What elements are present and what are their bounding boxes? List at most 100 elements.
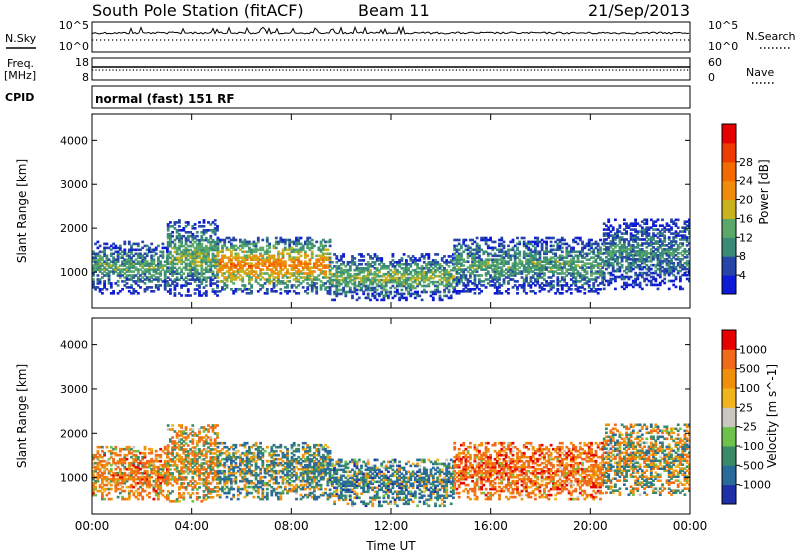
heatmap-cell xyxy=(268,260,271,263)
heatmap-cell xyxy=(136,242,140,246)
heatmap-cell xyxy=(500,266,504,269)
heatmap-cell xyxy=(471,252,474,256)
heatmap-cell xyxy=(195,276,199,279)
heatmap-cell xyxy=(239,244,242,248)
heatmap-cell xyxy=(193,280,197,283)
heatmap-cell xyxy=(252,264,256,267)
heatmap-cell xyxy=(333,274,336,278)
heatmap-cell xyxy=(576,272,580,275)
heatmap-cell xyxy=(599,246,602,250)
heatmap-cell xyxy=(409,292,413,296)
heatmap-cell xyxy=(216,274,219,277)
heatmap-cell xyxy=(161,465,165,469)
heatmap-cell xyxy=(315,278,319,281)
heatmap-cell xyxy=(348,261,352,264)
heatmap-cell xyxy=(342,276,345,280)
heatmap-cell xyxy=(667,250,671,253)
heatmap-cell xyxy=(154,481,158,485)
heatmap-cell xyxy=(605,232,608,235)
heatmap-cell xyxy=(182,254,186,258)
heatmap-cell xyxy=(175,231,179,234)
heatmap-cell xyxy=(344,290,348,294)
heatmap-cell xyxy=(543,252,546,256)
heatmap-cell xyxy=(180,284,183,287)
heatmap-cell xyxy=(134,481,138,485)
heatmap-cell xyxy=(486,246,490,250)
heatmap-cell xyxy=(145,276,149,279)
heatmap-cell xyxy=(141,272,145,275)
heatmap-cell xyxy=(223,272,227,275)
heatmap-cell xyxy=(263,250,267,254)
heatmap-cell xyxy=(436,263,440,266)
heatmap-cell xyxy=(620,258,624,261)
heatmap-cell xyxy=(211,231,215,234)
heatmap-cell xyxy=(223,262,227,265)
heatmap-cell xyxy=(360,282,363,286)
heatmap-cell xyxy=(482,236,486,240)
heatmap-cell xyxy=(663,244,667,247)
heatmap-cell xyxy=(484,250,488,254)
heatmap-cell xyxy=(611,254,615,257)
heatmap-cell xyxy=(409,263,413,266)
heatmap-cell xyxy=(601,242,605,246)
heatmap-cell xyxy=(204,262,208,266)
heatmap-cell xyxy=(308,246,312,250)
heatmap-cell xyxy=(123,252,127,256)
heatmap-cell xyxy=(436,284,440,288)
heatmap-cell xyxy=(353,280,357,284)
heatmap-cell xyxy=(384,278,388,282)
heatmap-cell xyxy=(457,276,461,279)
heatmap-cell xyxy=(114,483,118,487)
heatmap-cell xyxy=(652,277,655,281)
heatmap-cell xyxy=(640,267,644,271)
heatmap-cell xyxy=(629,258,633,261)
heatmap-cell xyxy=(121,489,124,493)
heatmap-cell xyxy=(558,258,562,261)
heatmap-cell xyxy=(236,256,240,259)
heatmap-cell xyxy=(473,274,477,277)
heatmap-cell xyxy=(96,445,100,449)
heatmap-cell xyxy=(654,228,658,231)
heatmap-cell xyxy=(218,290,222,293)
heatmap-cell xyxy=(681,234,685,237)
heatmap-cell xyxy=(173,246,177,250)
heatmap-cell xyxy=(581,268,584,271)
heatmap-cell xyxy=(469,238,472,242)
heatmap-cell xyxy=(94,242,97,246)
heatmap-cell xyxy=(180,426,183,429)
heatmap-cell xyxy=(522,284,526,287)
heatmap-cell xyxy=(304,252,307,256)
heatmap-cell xyxy=(132,469,136,473)
heatmap-cell xyxy=(502,252,506,256)
heatmap-cell xyxy=(502,240,506,244)
heatmap-cell xyxy=(531,244,535,248)
heatmap-cell xyxy=(563,280,566,283)
heatmap-cell xyxy=(434,292,437,296)
heatmap-cell xyxy=(427,267,431,270)
heatmap-cell xyxy=(522,254,526,258)
heatmap-cell xyxy=(440,280,444,284)
heatmap-cell xyxy=(422,278,426,282)
heatmap-cell xyxy=(547,282,551,285)
heatmap-cell xyxy=(186,278,190,281)
heatmap-cell xyxy=(679,259,682,263)
heatmap-cell xyxy=(405,261,408,264)
heatmap-cell xyxy=(248,280,251,283)
heatmap-cell xyxy=(614,254,617,257)
heatmap-cell xyxy=(342,263,345,266)
heatmap-cell xyxy=(141,240,145,244)
heatmap-cell xyxy=(478,248,481,252)
heatmap-cell xyxy=(683,267,687,271)
heatmap-cell xyxy=(173,272,177,275)
heatmap-cell xyxy=(248,254,251,258)
heatmap-cell xyxy=(186,468,190,471)
heatmap-cell xyxy=(618,269,622,273)
heatmap-cell xyxy=(658,234,662,237)
heatmap-cell xyxy=(344,278,348,282)
heatmap-cell xyxy=(230,238,233,242)
heatmap-cell xyxy=(225,270,229,273)
heatmap-cell xyxy=(681,273,685,277)
power-x-axis xyxy=(91,114,691,308)
heatmap-cell xyxy=(248,282,251,285)
heatmap-cell xyxy=(538,254,542,258)
